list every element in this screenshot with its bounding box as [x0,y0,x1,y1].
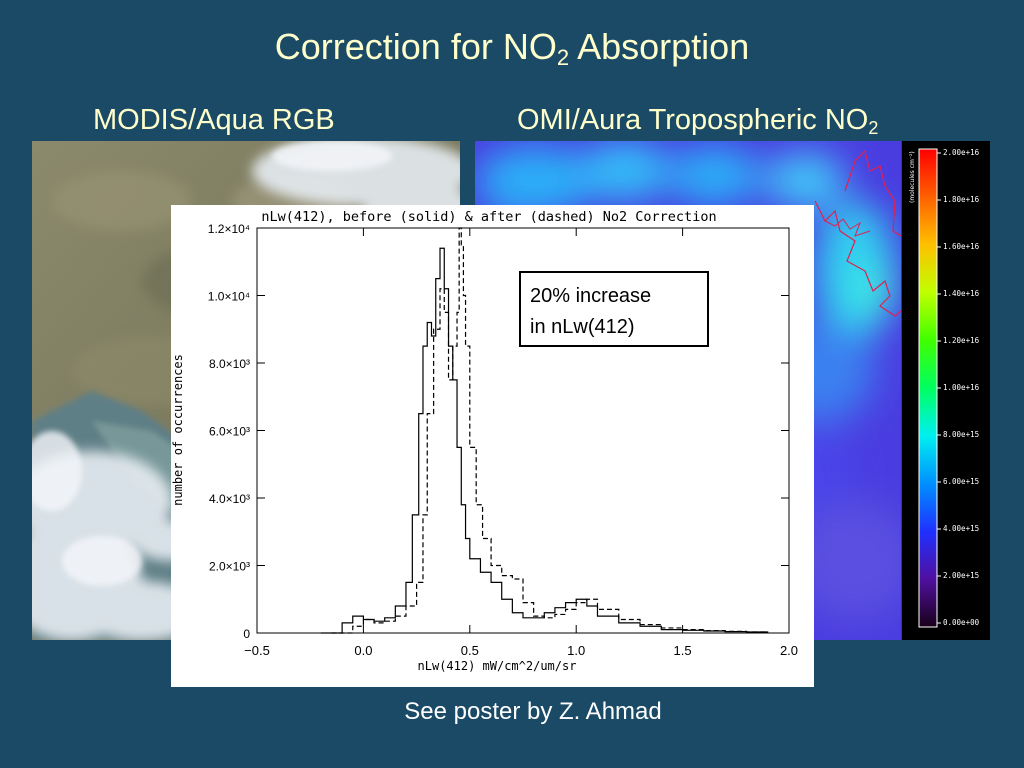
series-after-dashed [331,227,769,634]
y-tick-label: 6.0×10³ [209,425,250,439]
x-tick-label: 0.0 [354,643,372,658]
slide-title: Correction for NO2 Absorption [274,26,750,70]
histogram-chart: nLw(412), before (solid) & after (dashed… [171,205,814,687]
colorbar-tick-label: 1.00e+16 [943,383,980,392]
x-tick-label: 1.5 [674,643,692,658]
annotation-line-2: in nLw(412) [530,316,635,338]
x-tick-label: −0.5 [244,643,270,658]
y-tick-label: 0 [243,627,250,641]
y-tick-label: 8.0×10³ [209,357,250,371]
x-axis-label: nLw(412) mW/cm^2/um/sr [418,659,577,673]
y-tick-label: 1.2×10⁴ [208,222,250,236]
colorbar-tick-label: 2.00e+15 [943,571,979,580]
y-axis-label: number of occurrences [171,354,185,506]
y-tick-label: 1.0×10⁴ [208,290,250,304]
x-tick-label: 1.0 [567,643,585,658]
chart-title: nLw(412), before (solid) & after (dashed… [261,209,716,225]
colorbar-unit-label: (molecules cm⁻²) [909,151,916,203]
colorbar-tick-label: 6.00e+15 [943,477,979,486]
x-tick-label: 0.5 [461,643,479,658]
colorbar-tick-label: 4.00e+15 [943,524,979,533]
colorbar-tick-label: 8.00e+15 [943,430,979,439]
colorbar-tick-label: 1.20e+16 [943,336,980,345]
colorbar-tick-label: 1.60e+16 [943,242,980,251]
colorbar-gradient [918,148,938,628]
footer-credit: See poster by Z. Ahmad [404,698,662,725]
colorbar-tick-label: 0.00e+00 [943,618,980,627]
colorbar-tick-label: 1.80e+16 [943,195,980,204]
y-tick-label: 2.0×10³ [209,560,250,574]
colorbar-tick-label: 1.40e+16 [943,289,980,298]
annotation-box [519,271,709,347]
annotation-line-1: 20% increase [530,285,651,307]
x-tick-label: 2.0 [780,643,798,658]
omi-caption: OMI/Aura Tropospheric NO2 [517,104,879,138]
series-before-solid [320,247,769,634]
y-tick-label: 4.0×10³ [209,492,250,506]
modis-caption: MODIS/Aqua RGB [93,104,335,136]
colorbar: (molecules cm⁻²) 2.00e+16 1.80e+16 1.60e+1… [902,141,990,640]
colorbar-tick-label: 2.00e+16 [943,148,980,157]
